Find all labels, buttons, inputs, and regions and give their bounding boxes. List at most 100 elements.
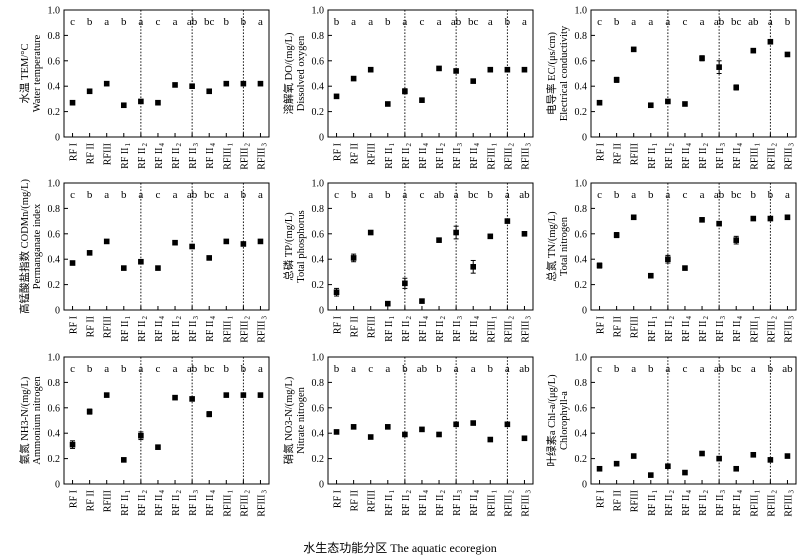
x-tick-label-sub: 3	[524, 143, 532, 147]
significance-letter: b	[648, 363, 654, 375]
x-tick-label: RF II1	[647, 316, 659, 342]
significance-letter: a	[505, 363, 510, 375]
y-tick-label: 1.0	[48, 179, 61, 190]
y-axis-label-cn: 电导率 EC/(μs/cm)	[545, 32, 558, 115]
x-tick-label-sub: 4	[736, 490, 744, 494]
y-tick-label: 0.8	[48, 378, 61, 389]
significance-letter: b	[614, 363, 620, 375]
x-tick-label-sub: 2	[439, 490, 447, 494]
x-tick-label-base: RFIII	[103, 490, 114, 512]
x-tick-label-base: RFIII	[783, 148, 794, 170]
y-tick-label: 0.8	[312, 31, 325, 42]
data-point	[436, 431, 442, 438]
data-point	[596, 465, 603, 472]
significance-letter: a	[648, 16, 653, 28]
x-tick-label: RF II1	[120, 143, 132, 169]
x-tick-label-base: RFIII	[503, 148, 514, 170]
x-tick-label-sub: 2	[243, 143, 251, 147]
x-tick-label-base: RFIII	[103, 143, 114, 165]
x-tick-label: RF II1	[120, 316, 132, 342]
x-tick-label-sub: 1	[226, 143, 234, 147]
x-tick-label: RF II2	[401, 316, 413, 342]
data-point	[155, 99, 161, 106]
data-point	[155, 444, 161, 450]
x-tick-label: RFIII	[367, 316, 378, 338]
data-point	[733, 465, 740, 472]
significance-letter: a	[258, 363, 263, 375]
significance-letter: a	[368, 189, 373, 201]
significance-letter: ab	[451, 16, 462, 28]
data-point	[767, 457, 774, 463]
x-tick-label-sub: 4	[473, 143, 481, 147]
y-tick-label: 1.0	[48, 6, 61, 17]
significance-letter: a	[258, 189, 263, 201]
significance-letter: a	[700, 363, 705, 375]
data-point	[69, 99, 76, 106]
x-tick-label: RF II4	[205, 316, 217, 342]
x-tick-label-base: RF II	[732, 321, 743, 342]
x-tick-label-sub: 3	[456, 143, 464, 147]
x-tick-label-sub: 1	[753, 490, 761, 494]
data-point	[103, 80, 110, 87]
x-tick-label-base: RFIII	[630, 490, 641, 512]
data-point	[172, 394, 178, 401]
y-axis-label-cn: 硝氮 NO3-N/(mg/L)	[282, 376, 295, 464]
data-point	[784, 214, 791, 221]
data-point	[682, 265, 688, 271]
x-tick-label-sub: 1	[490, 490, 498, 494]
x-tick-label-base: RF II	[137, 495, 148, 516]
y-axis-label-en: Total phosphorus	[296, 210, 307, 282]
x-tick-label: RFIII3	[256, 316, 268, 343]
data-point	[630, 214, 637, 221]
data-point	[189, 396, 195, 402]
x-tick-label: RFIII2	[239, 316, 251, 343]
y-tick-label: 0	[582, 480, 587, 491]
x-tick-label-sub: 2	[770, 143, 778, 147]
y-tick-label: 0	[582, 306, 587, 317]
x-tick-label: RFIII	[630, 490, 641, 512]
x-tick-label-base: RF II	[171, 148, 182, 169]
significance-letter: c	[156, 189, 161, 201]
y-tick-label: 0.4	[312, 255, 325, 266]
x-tick-label-sub: 1	[124, 143, 132, 147]
x-tick-label-base: RFIII	[783, 495, 794, 517]
data-point	[699, 450, 705, 457]
y-axis-label-cn: 总氮 TN/(mg/L)	[545, 211, 558, 282]
significance-letter: bc	[468, 189, 479, 201]
x-tick-label: RFIII3	[783, 316, 795, 343]
significance-letter: a	[665, 189, 670, 201]
data-point	[402, 88, 408, 95]
x-tick-label: RFIII3	[520, 316, 532, 343]
y-axis-label-cn: 总磷 TP/(mg/L)	[282, 212, 295, 281]
x-tick-label-sub: 2	[175, 490, 183, 494]
y-tick-label: 0	[55, 480, 60, 491]
x-tick-label-base: RF II	[384, 495, 395, 516]
x-tick-label-base: RF I	[69, 490, 80, 508]
y-tick-label: 1.0	[48, 353, 61, 364]
data-point	[120, 457, 127, 463]
significance-letter: a	[471, 363, 476, 375]
y-tick-label: 0.2	[48, 454, 61, 465]
significance-letter: a	[665, 16, 670, 28]
x-tick-label: RF II2	[401, 143, 413, 169]
x-tick-label-base: RF II	[188, 321, 199, 342]
x-tick-label-base: RFIII	[256, 321, 267, 343]
x-tick-label: RFIII1	[222, 490, 234, 517]
significance-letter: a	[224, 189, 229, 201]
x-tick-label-base: RF II	[86, 316, 97, 337]
x-tick-label: RF II4	[469, 490, 481, 516]
x-tick-label-base: RFIII	[486, 321, 497, 343]
x-tick-label-sub: 3	[260, 316, 268, 320]
x-tick-label-sub: 2	[702, 143, 710, 147]
x-tick-label: RF II2	[698, 490, 710, 516]
data-point	[257, 238, 264, 245]
x-tick-label-base: RF II	[205, 495, 216, 516]
y-axis-label-en: Nitrate nitrogen	[296, 386, 307, 454]
plot-frame	[327, 9, 534, 138]
x-tick-label-base: RF II	[681, 321, 692, 342]
x-tick-label-sub: 2	[668, 490, 676, 494]
data-point	[206, 255, 213, 261]
data-point	[240, 80, 247, 87]
y-tick-label: 0.2	[575, 454, 588, 465]
plot-frame	[63, 182, 270, 311]
